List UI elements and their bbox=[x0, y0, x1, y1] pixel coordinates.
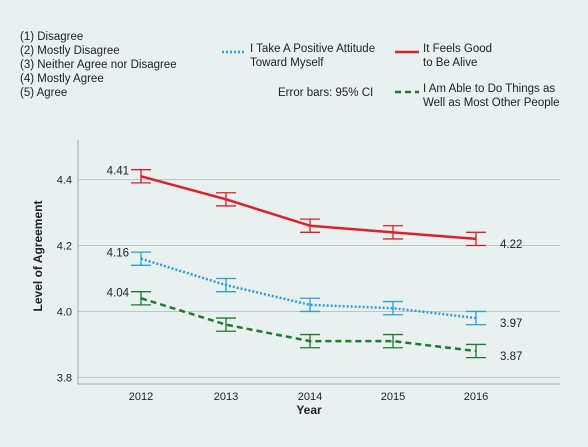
data-point-able bbox=[309, 340, 311, 342]
x-tick-label: 2012 bbox=[129, 391, 153, 403]
series-lines bbox=[131, 169, 486, 359]
data-point-alive bbox=[309, 224, 311, 227]
data-point-alive bbox=[140, 175, 142, 178]
x-tick-label: 2016 bbox=[464, 391, 488, 403]
series-line-alive bbox=[140, 175, 477, 241]
data-point-positive bbox=[140, 257, 142, 260]
data-label-start-positive: 4.16 bbox=[107, 248, 129, 260]
legend-label-alive-line2: to Be Alive bbox=[423, 57, 477, 69]
data-point-alive bbox=[392, 231, 394, 234]
x-tick-label: 2015 bbox=[381, 391, 405, 403]
scale-label-3: (3) Neither Agree nor Disagree bbox=[20, 59, 177, 71]
data-point-positive bbox=[225, 284, 227, 286]
data-label-start-alive: 4.41 bbox=[107, 165, 129, 177]
data-point-able bbox=[475, 350, 477, 352]
x-tick-label: 2013 bbox=[214, 391, 238, 403]
y-tick-label: 3.8 bbox=[57, 372, 72, 384]
scale-label-1: (1) Disagree bbox=[20, 31, 84, 43]
data-point-positive bbox=[475, 317, 477, 319]
x-axis-title: Year bbox=[296, 403, 322, 417]
legend-label-alive-line1: It Feels Good bbox=[423, 43, 492, 55]
scale-label-2: (2) Mostly Disagree bbox=[20, 45, 120, 57]
data-label-end-positive: 3.97 bbox=[500, 318, 522, 330]
data-point-positive bbox=[309, 304, 311, 306]
error-bars-note: Error bars: 95% CI bbox=[278, 87, 373, 99]
data-label-start-able: 4.04 bbox=[107, 287, 130, 299]
data-point-alive bbox=[475, 238, 477, 240]
data-labels: 4.41 4.22 4.16 3.97 4.04 3.87 bbox=[107, 165, 523, 363]
legend-label-able-line2: Well as Most Other People bbox=[423, 97, 560, 109]
y-tick-label: 4.2 bbox=[57, 241, 72, 253]
y-axis-title: Level of Agreement bbox=[31, 201, 45, 312]
series-line-able bbox=[140, 297, 477, 353]
data-point-positive bbox=[392, 307, 394, 309]
data-point-able bbox=[140, 297, 142, 300]
x-tick-label: 2014 bbox=[298, 391, 322, 403]
legend-label-positive-line2: Toward Myself bbox=[250, 57, 324, 69]
axes: 3.8 4.0 4.2 4.4 2012 2013 2014 2015 2016 bbox=[57, 140, 560, 403]
y-tick-label: 4.4 bbox=[57, 175, 72, 187]
data-point-able bbox=[392, 340, 394, 342]
series-line-positive bbox=[140, 257, 477, 320]
y-tick-label: 4.0 bbox=[57, 306, 72, 318]
data-point-able bbox=[225, 323, 227, 326]
scale-label-5: (5) Agree bbox=[20, 87, 68, 99]
scale-label-4: (4) Mostly Agree bbox=[20, 73, 104, 85]
legend-label-positive-line1: I Take A Positive Attitude bbox=[250, 43, 375, 55]
legend: I Take A Positive Attitude Toward Myself… bbox=[222, 43, 560, 109]
data-label-end-able: 3.87 bbox=[500, 351, 522, 363]
data-point-alive bbox=[225, 198, 227, 201]
data-label-end-alive: 4.22 bbox=[500, 239, 522, 251]
legend-label-able-line1: I Am Able to Do Things as bbox=[423, 83, 555, 95]
